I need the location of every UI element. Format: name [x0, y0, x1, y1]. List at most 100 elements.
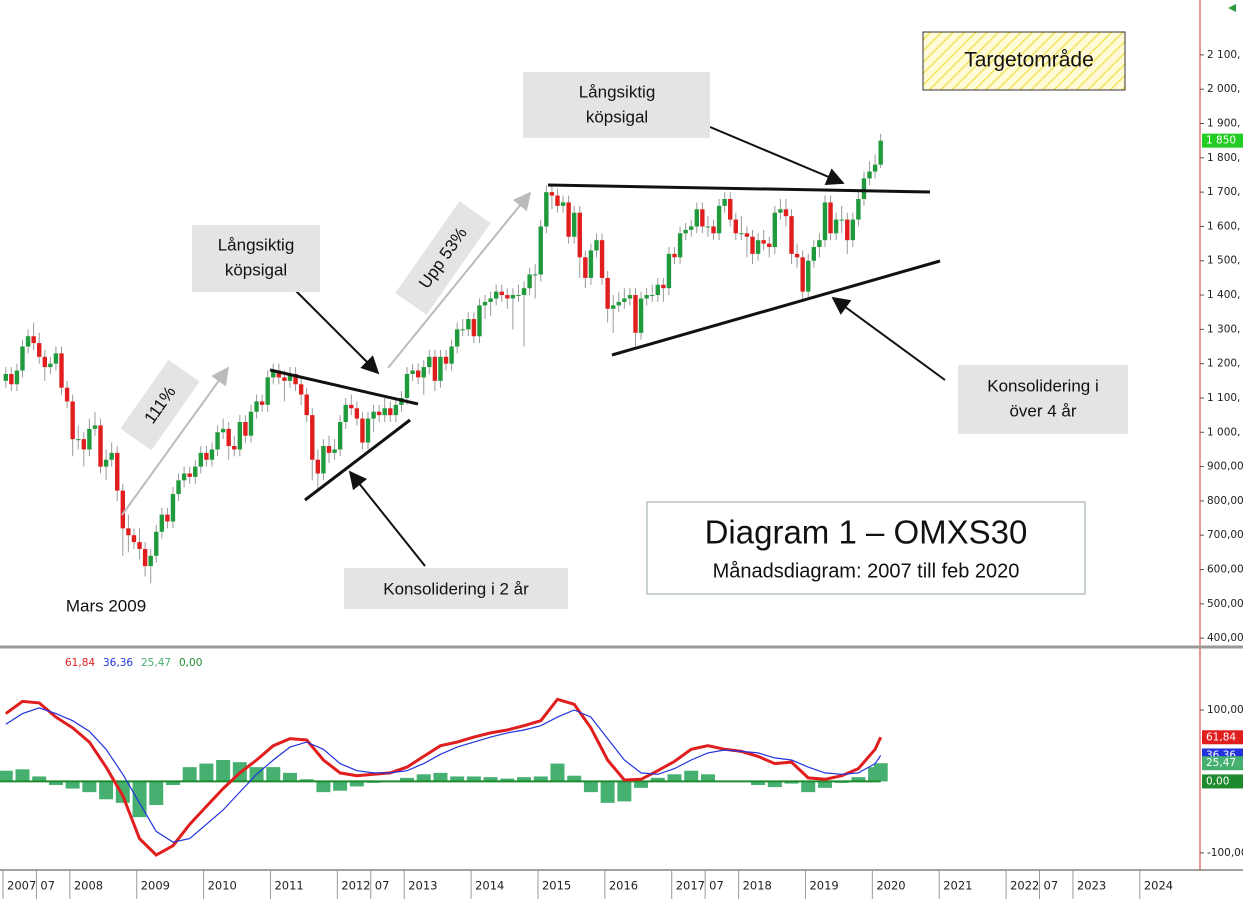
- candle-body: [666, 253, 672, 289]
- candle-body: [661, 284, 666, 289]
- candle-body: [53, 353, 59, 364]
- histogram-bar: [583, 781, 598, 793]
- histogram-bar: [299, 779, 314, 782]
- candle-body: [850, 219, 856, 241]
- candle-body: [744, 233, 750, 237]
- label-box: [958, 365, 1128, 434]
- candle-body: [856, 198, 861, 220]
- x-tick-label: 2012: [341, 879, 370, 893]
- candle-body: [232, 446, 237, 450]
- candle-body: [293, 373, 298, 385]
- histogram-bar: [600, 781, 615, 803]
- candle-body: [739, 233, 744, 235]
- candle-body: [42, 356, 47, 368]
- candle-body: [689, 226, 694, 230]
- candle-body: [103, 459, 109, 467]
- candle-body: [633, 295, 638, 333]
- gain-box-bg: [120, 359, 200, 451]
- candle-body: [14, 370, 20, 385]
- candle-body: [733, 219, 739, 234]
- gain-arrow: [387, 191, 532, 369]
- x-tick-label: 2021: [943, 879, 972, 893]
- histogram-bar: [216, 760, 231, 782]
- histogram-bar: [784, 781, 799, 784]
- y-tick-label: 500,00: [1207, 598, 1243, 610]
- y-tick-label: 800,00: [1207, 495, 1243, 507]
- candle-body: [148, 555, 153, 567]
- candle-body: [48, 363, 53, 368]
- candle-body: [683, 229, 688, 234]
- macd-line: [5, 707, 882, 843]
- candle-body: [70, 401, 75, 440]
- candle-body: [588, 250, 594, 278]
- x-tick-label: 2010: [208, 879, 237, 893]
- x-tick-label: 07: [40, 879, 55, 893]
- legend-value: 61,84: [65, 657, 95, 669]
- candle-body: [237, 421, 243, 450]
- y-tick-label: 700,00: [1207, 529, 1243, 541]
- candle-body: [20, 346, 25, 371]
- candle-body: [839, 219, 844, 221]
- y-tick-label: 100,00: [1207, 704, 1243, 716]
- histogram-bar: [99, 781, 114, 800]
- candle-body: [577, 212, 582, 258]
- candle-body: [76, 439, 81, 441]
- candle-body: [415, 370, 421, 378]
- value-tag-label: 61,84: [1206, 731, 1236, 743]
- histogram-bar: [466, 776, 481, 782]
- candle-body: [822, 202, 828, 241]
- candle-body: [326, 446, 332, 453]
- candle-body: [499, 291, 504, 296]
- histogram-bar: [767, 781, 782, 788]
- y-tick-label: 1 800,: [1207, 152, 1240, 164]
- candle-body: [571, 212, 577, 237]
- candle-body: [482, 301, 488, 306]
- scroll-marker: [1228, 4, 1236, 12]
- candle-body: [811, 247, 817, 261]
- candle-body: [142, 548, 148, 567]
- candle-body: [382, 408, 387, 416]
- y-tick-label: 900,00: [1207, 461, 1243, 473]
- candle-body: [638, 298, 644, 333]
- candle-body: [806, 260, 811, 292]
- histogram-bar: [751, 781, 766, 785]
- candle-body: [454, 329, 460, 347]
- candle-body: [521, 288, 527, 296]
- candle-body: [220, 428, 226, 433]
- candle-body: [31, 336, 36, 344]
- label-box: [344, 568, 568, 609]
- histogram-bar: [617, 781, 632, 802]
- x-tick-label: 2017: [676, 879, 705, 893]
- histogram-bar: [182, 767, 197, 782]
- candle-body: [25, 336, 31, 347]
- candle-body: [716, 205, 722, 234]
- candle-body: [87, 428, 92, 450]
- y-tick-label: -100,00: [1207, 847, 1243, 859]
- x-tick-label: 2018: [743, 879, 772, 893]
- x-tick-label: 07: [1044, 879, 1059, 893]
- x-tick-label: 2024: [1144, 879, 1173, 893]
- signal-label: köpsigal: [586, 107, 648, 126]
- y-tick-label: 2 000,: [1207, 83, 1240, 95]
- candle-body: [193, 466, 198, 477]
- histogram-bar: [266, 767, 281, 782]
- candle-body: [655, 284, 660, 296]
- candle-body: [544, 192, 549, 227]
- title-box: [646, 501, 1086, 595]
- x-tick-label: 2009: [141, 879, 170, 893]
- x-tick-label: 07: [709, 879, 724, 893]
- histogram-bar: [199, 763, 214, 782]
- candle-body: [276, 370, 282, 378]
- candle-body: [711, 226, 716, 234]
- candle-body: [466, 319, 471, 330]
- candle-body: [81, 439, 87, 450]
- histogram-bar: [533, 776, 548, 782]
- histogram-bar: [550, 763, 565, 782]
- chart-subtitle: Månadsdiagram: 2007 till feb 2020: [713, 560, 1020, 582]
- candle-body: [872, 164, 878, 172]
- histogram-bar: [517, 777, 532, 782]
- histogram-bar: [400, 777, 415, 782]
- histogram-bar: [450, 776, 465, 782]
- candle-body: [532, 274, 538, 276]
- consolidation-label: över 4 år: [1009, 401, 1076, 420]
